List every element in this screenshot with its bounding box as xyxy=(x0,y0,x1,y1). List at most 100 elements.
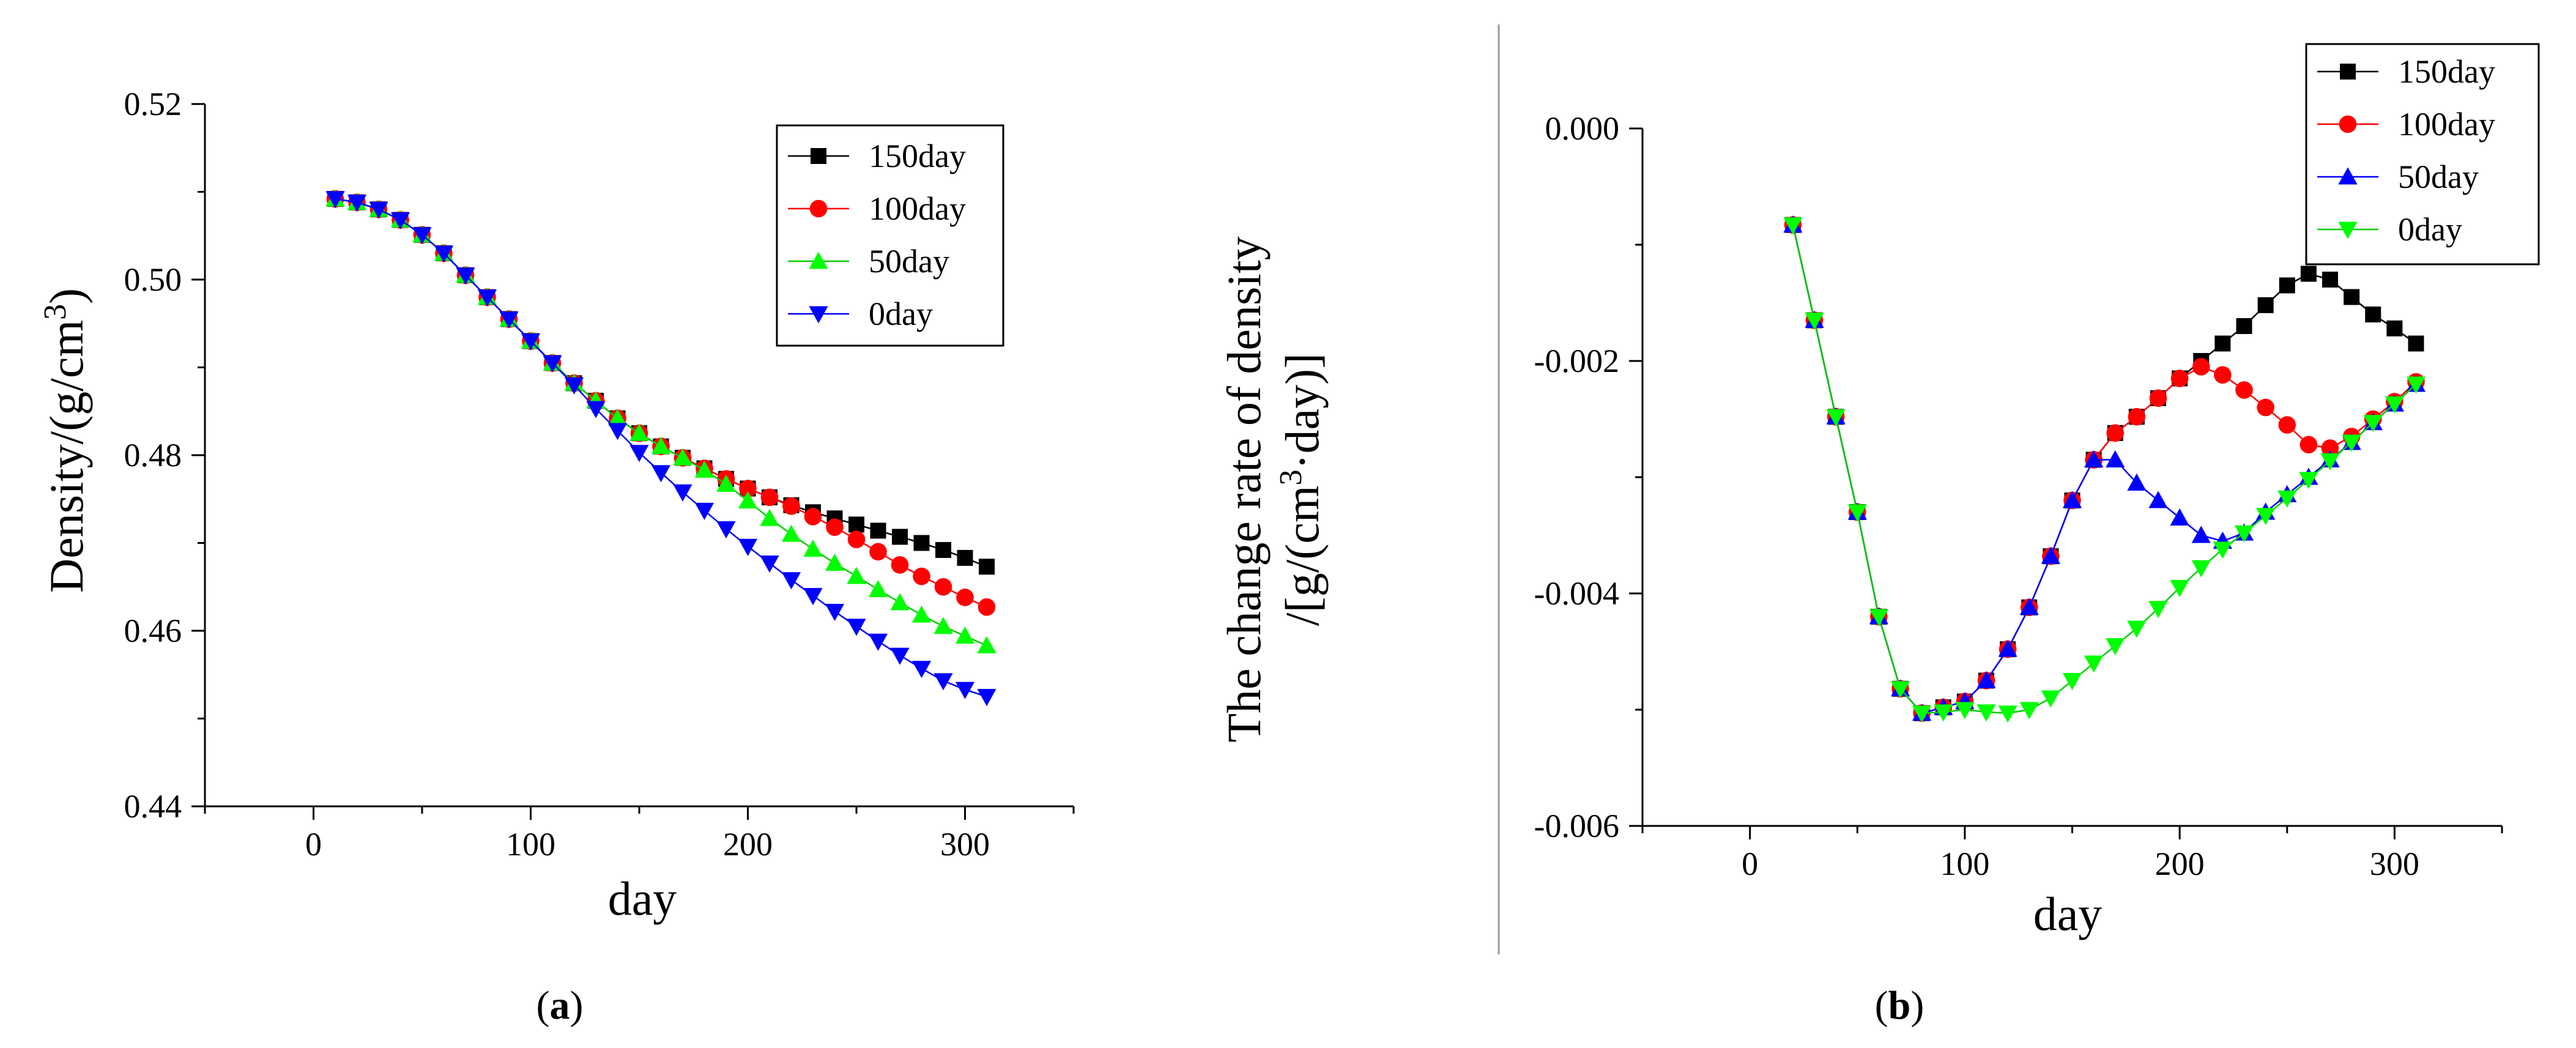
data-point xyxy=(2192,358,2210,376)
y-tick-label: 0.44 xyxy=(124,788,182,825)
data-point xyxy=(2062,673,2082,691)
data-point xyxy=(803,588,823,606)
data-point xyxy=(2363,415,2383,433)
data-point xyxy=(2041,690,2060,708)
series-100day xyxy=(1784,216,2425,722)
data-point xyxy=(694,502,715,521)
x-tick-label: 300 xyxy=(2370,845,2419,882)
data-point xyxy=(2235,381,2253,399)
data-point xyxy=(2257,398,2274,417)
legend-label: 100day xyxy=(2398,106,2495,143)
data-point xyxy=(2385,396,2404,414)
data-point xyxy=(804,508,822,526)
data-point xyxy=(738,491,758,509)
data-point xyxy=(2300,266,2317,282)
data-point xyxy=(738,538,758,556)
x-tick-label: 200 xyxy=(2155,845,2205,882)
data-point xyxy=(847,619,866,636)
data-point xyxy=(629,445,649,463)
data-point xyxy=(913,535,930,551)
data-point xyxy=(2278,416,2296,434)
data-point xyxy=(716,474,736,492)
data-point xyxy=(911,661,932,678)
legend-entry: 100day xyxy=(788,190,966,227)
data-point xyxy=(390,212,410,230)
data-point xyxy=(607,409,628,426)
y-tick-label: -0.006 xyxy=(1534,808,1619,844)
data-point xyxy=(2041,546,2060,564)
data-point xyxy=(477,289,497,307)
data-point xyxy=(977,636,997,653)
data-point xyxy=(847,567,866,584)
data-point xyxy=(347,195,367,212)
series-0day xyxy=(325,191,997,707)
data-point xyxy=(2322,272,2338,288)
data-point xyxy=(782,497,800,515)
legend-marker xyxy=(809,251,828,269)
data-point xyxy=(955,626,975,644)
data-point xyxy=(2062,491,2082,508)
data-point xyxy=(673,448,692,466)
data-point xyxy=(2236,318,2252,334)
legend-marker xyxy=(809,199,828,218)
data-point xyxy=(956,589,974,606)
data-point xyxy=(2019,702,2039,719)
legend-marker xyxy=(2338,221,2358,239)
data-point xyxy=(2257,297,2274,313)
data-point xyxy=(848,516,864,533)
data-point xyxy=(2019,598,2039,615)
panel-a-ylabel: Density/(g/cm3) xyxy=(38,288,93,593)
panel-b-label: (b) xyxy=(1875,983,1925,1028)
legend-marker xyxy=(2339,115,2357,133)
x-tick-label: 100 xyxy=(1940,845,1989,882)
data-point xyxy=(2128,407,2146,426)
data-point xyxy=(870,522,886,539)
data-point xyxy=(913,567,930,585)
data-point xyxy=(2256,508,2276,526)
data-point xyxy=(934,578,952,596)
panel-a-xlabel: day xyxy=(608,872,677,925)
legend-entry: 100day xyxy=(2317,106,2495,143)
data-point xyxy=(1998,639,2017,657)
data-point xyxy=(869,543,887,561)
data-point xyxy=(1869,609,1888,626)
legend-entry: 150day xyxy=(2317,53,2495,90)
data-point xyxy=(847,530,866,549)
svg-text:The change rate of density: The change rate of density xyxy=(1217,236,1271,742)
x-tick-label: 0 xyxy=(305,826,322,863)
legend-entry: 50day xyxy=(2317,158,2479,195)
data-point xyxy=(977,689,997,707)
data-point xyxy=(2279,277,2295,294)
data-point xyxy=(891,556,909,574)
data-point xyxy=(412,227,432,245)
data-point xyxy=(2320,453,2340,470)
series-line xyxy=(1792,225,2417,714)
data-point xyxy=(1783,217,1803,235)
data-point xyxy=(1977,704,1996,722)
data-point xyxy=(2406,376,2426,394)
data-point xyxy=(2386,320,2403,336)
data-point xyxy=(2299,472,2318,489)
data-point xyxy=(651,437,671,455)
legend-entry: 50day xyxy=(788,243,949,280)
y-tick-label: -0.002 xyxy=(1534,343,1619,379)
data-point xyxy=(716,521,736,539)
panel-a-label: (a) xyxy=(536,983,584,1028)
data-point xyxy=(1998,705,2017,723)
data-point xyxy=(1826,409,1846,426)
panel-a-density-chart: 0.44 0.46 0.48 0.50 0.52 0 100 200 300 Density/(… xyxy=(38,86,1075,1028)
data-point xyxy=(521,333,541,351)
data-point xyxy=(2127,620,2147,638)
data-point xyxy=(1805,313,1824,330)
data-point xyxy=(957,549,973,566)
data-point xyxy=(1934,704,1953,722)
data-point xyxy=(673,484,692,502)
data-point xyxy=(890,593,910,611)
data-point xyxy=(2213,541,2232,559)
data-point xyxy=(2148,491,2168,508)
data-point xyxy=(825,603,845,622)
data-point xyxy=(760,556,779,573)
data-point xyxy=(1847,504,1867,522)
legend-marker xyxy=(2340,64,2356,80)
panel-b-ylabel: The change rate of density /[g/(cm3·day)… xyxy=(1217,236,1329,742)
